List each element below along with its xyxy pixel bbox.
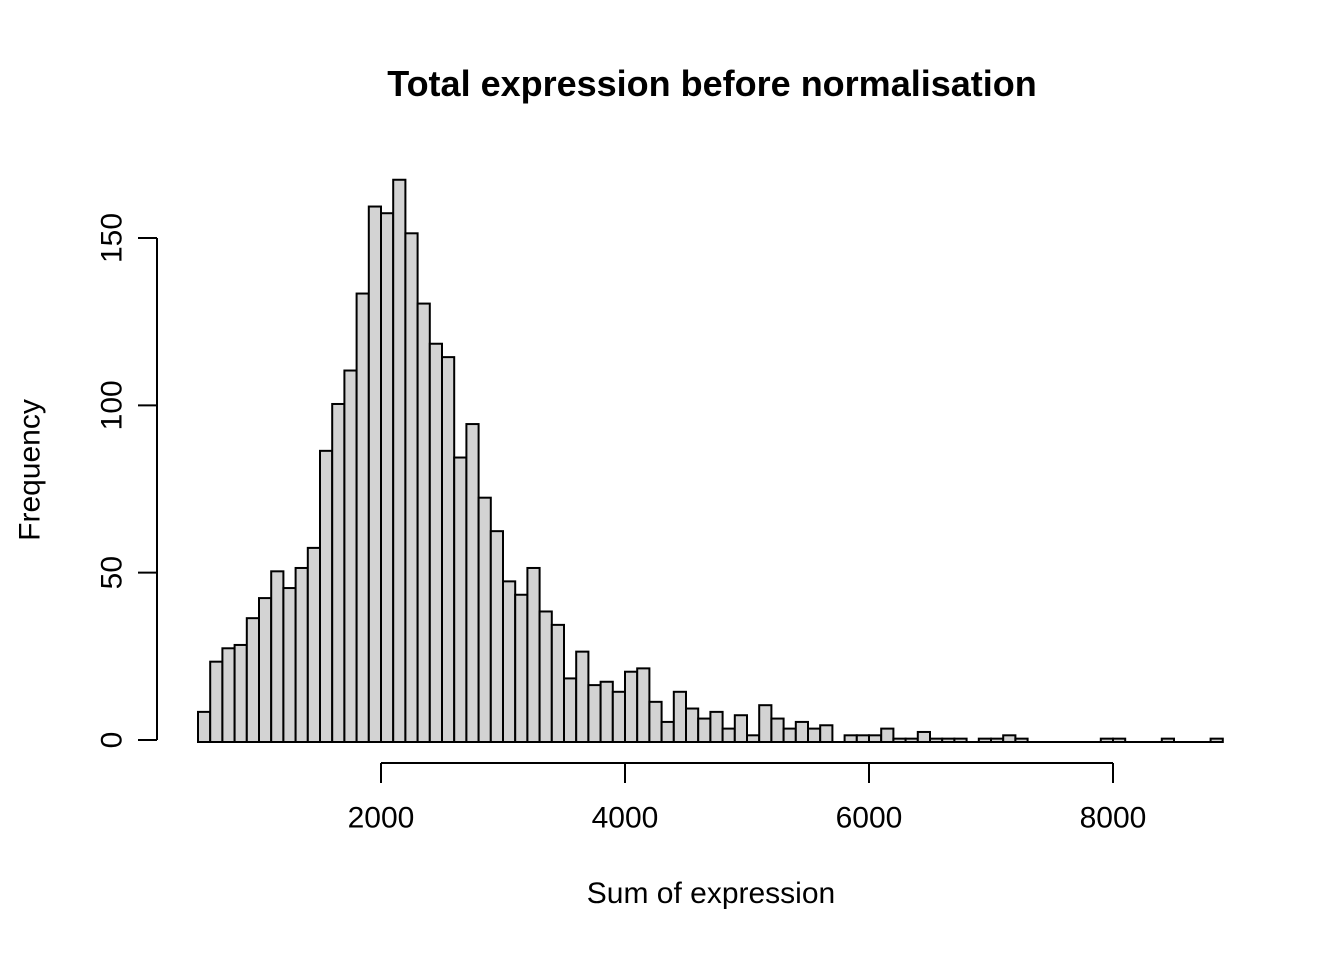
histogram-bar [611, 690, 626, 743]
histogram-bar [233, 643, 248, 744]
histogram-bar [599, 680, 614, 744]
x-axis-tick-label: 8000 [1080, 802, 1147, 835]
histogram-bar [1002, 734, 1017, 743]
histogram-bar [538, 610, 553, 743]
histogram-bar [465, 423, 480, 743]
chart-title: Total expression before normalisation [387, 63, 1036, 104]
y-axis-tick-label: 150 [96, 213, 129, 263]
histogram-bar [1014, 737, 1029, 744]
histogram-bar [929, 737, 944, 744]
histogram-bar [575, 650, 590, 744]
histogram-bar [855, 734, 870, 743]
histogram-bar [819, 724, 834, 744]
y-axis: 0 50 100 150 [96, 213, 158, 748]
histogram-bar [977, 737, 992, 744]
histogram-bar [733, 714, 748, 743]
histogram-bar [392, 178, 407, 743]
y-axis-tick-label: 50 [96, 556, 129, 589]
histogram-bar [1209, 737, 1224, 744]
histogram-bar [648, 700, 663, 744]
histogram-bar [526, 566, 541, 743]
histogram-bar [367, 205, 382, 743]
histogram-bar [807, 727, 822, 743]
histogram-bar [660, 720, 675, 743]
histogram-bar [441, 356, 456, 743]
histogram-bar [941, 737, 956, 744]
histogram-bar [270, 570, 285, 743]
y-axis-tick-label: 100 [96, 380, 129, 430]
x-axis-tick-label: 4000 [592, 802, 659, 835]
histogram-bar [380, 212, 395, 744]
histogram-bar [428, 342, 443, 743]
histogram-bar [953, 737, 968, 744]
histogram-bar [245, 617, 261, 743]
histogram-bar [197, 710, 212, 744]
histogram-bar [319, 449, 334, 743]
histogram-bar [1160, 737, 1176, 744]
histogram-bar [770, 717, 785, 744]
histogram-bar [1099, 737, 1115, 744]
histogram-bar [672, 690, 687, 743]
histogram-bar [990, 737, 1005, 744]
histogram-bar [209, 660, 224, 743]
histogram-bar [282, 587, 297, 743]
histogram-bar [843, 734, 858, 743]
histogram-bar [563, 677, 578, 743]
histogram-bar [306, 546, 321, 744]
histogram-bar [746, 734, 761, 743]
histogram-bar [416, 302, 431, 743]
histogram-bar [868, 734, 883, 743]
histogram-bar [892, 737, 907, 744]
histogram-bar [636, 667, 651, 743]
histogram-bar [721, 727, 736, 743]
x-axis-tick-label: 2000 [348, 802, 415, 835]
histogram-bar [916, 730, 931, 744]
x-axis-tick-label: 6000 [836, 802, 903, 835]
histogram-bar [697, 717, 712, 744]
histogram-bar [502, 580, 517, 743]
histogram-bar [221, 647, 236, 743]
histogram-bar [355, 292, 370, 743]
histogram-bar [587, 684, 602, 743]
histogram-bar [758, 704, 773, 744]
histogram-bar [550, 623, 565, 743]
histogram-bar [709, 710, 724, 744]
histogram-bar [477, 496, 492, 743]
histogram-bar [404, 232, 419, 744]
histogram-bar [453, 456, 468, 743]
histogram-bar [904, 737, 919, 744]
histogram-bar [1112, 737, 1127, 744]
y-axis-title: Frequency [14, 399, 47, 541]
histogram-bar [331, 402, 346, 743]
histogram-bar [294, 566, 309, 743]
histogram-bar [794, 720, 809, 743]
histogram-bar [685, 707, 700, 744]
histogram-bar [258, 597, 273, 744]
histogram-bar [343, 369, 358, 743]
histogram-bar [782, 727, 797, 743]
histogram-bars [197, 178, 1224, 744]
histogram-bar [880, 727, 895, 743]
histogram-bar [489, 530, 504, 743]
x-axis: 2000 4000 6000 8000 [348, 762, 1147, 835]
histogram-bar [514, 593, 529, 743]
histogram-bar [624, 670, 639, 743]
y-axis-tick-label: 0 [96, 732, 129, 749]
x-axis-title: Sum of expression [587, 877, 835, 910]
